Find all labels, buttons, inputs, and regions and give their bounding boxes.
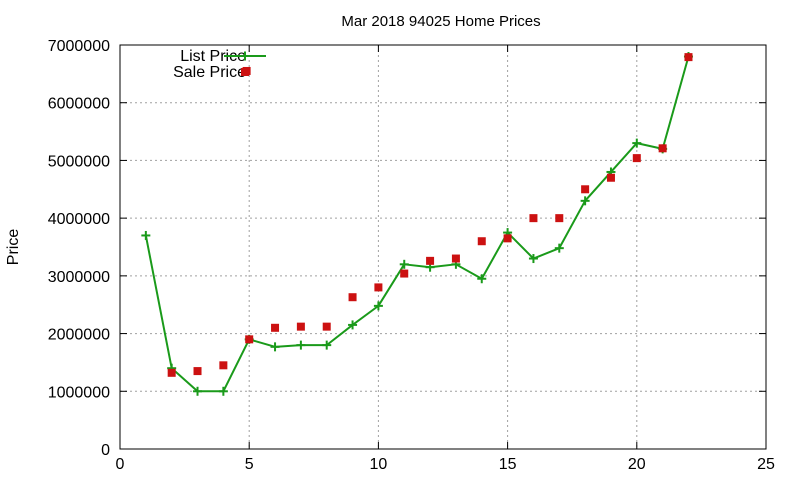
sale-price-point [400,269,409,278]
y-tick-label: 1000000 [48,384,110,401]
y-tick-label: 2000000 [48,327,110,344]
list-price-point [632,138,642,148]
y-tick-label: 5000000 [48,153,110,170]
sale-price-point [684,53,693,62]
sale-price-point [167,368,176,377]
legend-square-marker [241,68,249,76]
sale-price-point [477,237,486,246]
axis-ticks: 0 5 10 15 20 25 0 1000000 2000000 3000000 4000000 5… [48,38,775,473]
list-price-line [144,56,690,393]
list-price-point [218,386,228,396]
sale-price-point [632,154,641,163]
y-tick-label: 6000000 [48,96,110,113]
grid [120,45,766,449]
list-price-point [477,274,487,284]
sale-price-point [581,185,590,194]
sale-price-point [271,323,280,332]
list-price-point [296,340,306,350]
x-tick-label: 10 [370,456,388,473]
y-axis-label: Price [5,229,22,266]
sale-price-point [374,283,383,292]
series-layer [141,52,693,396]
list-price-point [373,301,383,311]
list-price-point [528,254,538,264]
y-tick-label: 4000000 [48,211,110,228]
list-price-point [580,196,590,206]
sale-price-point [529,214,538,223]
legend-plus-marker [240,51,250,61]
list-price-point [270,342,280,352]
sale-price-point [606,173,615,182]
y-tick-label: 3000000 [48,269,110,286]
y-tick-label: 0 [101,442,110,459]
list-price-point [554,243,564,253]
legend-label: List Price [180,48,246,65]
legend-label: Sale Price [173,64,246,81]
chart-title: Mar 2018 94025 Home Prices [341,13,540,30]
x-tick-label: 0 [116,456,125,473]
sale-price-point [296,322,305,331]
plot-frame [119,44,767,450]
sale-price-point [348,293,357,302]
list-price-point [399,259,409,269]
sale-price-point [219,361,228,370]
sale-price-point [555,214,564,223]
list-price-point [141,230,151,240]
sale-price-point [426,256,435,265]
list-price-point [348,320,358,330]
sale-price-point [503,234,512,243]
sale-price-point [322,322,331,331]
x-tick-label: 20 [628,456,646,473]
y-tick-label: 7000000 [48,38,110,55]
x-tick-label: 25 [757,456,775,473]
list-price-point [322,340,332,350]
series-list-price [141,52,693,396]
list-price-point [193,386,203,396]
x-tick-label: 5 [245,456,254,473]
series-sale-price [167,53,693,377]
sale-price-point [658,144,667,153]
x-tick-label: 15 [499,456,517,473]
sale-price-point [193,367,202,376]
sale-price-point [245,335,254,344]
sale-price-point [451,254,460,263]
